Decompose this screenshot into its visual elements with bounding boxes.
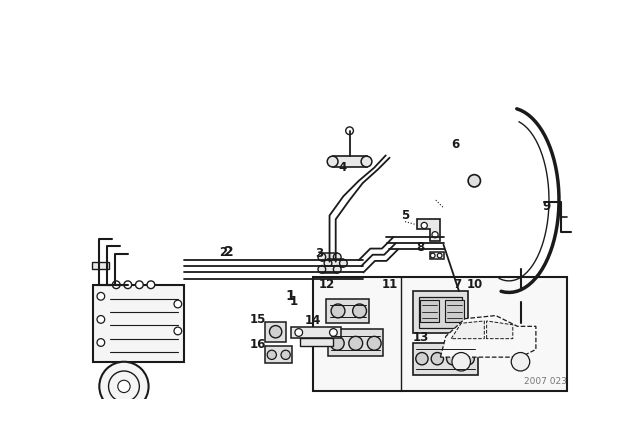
Text: 10: 10 xyxy=(467,278,483,291)
Text: 2007 023: 2007 023 xyxy=(524,377,567,386)
Text: 4: 4 xyxy=(338,161,346,174)
Circle shape xyxy=(468,175,481,187)
Bar xyxy=(291,327,341,338)
Bar xyxy=(312,277,566,391)
Circle shape xyxy=(431,353,444,365)
Text: 8: 8 xyxy=(417,241,425,254)
Circle shape xyxy=(330,336,344,350)
Bar xyxy=(413,291,468,333)
Bar xyxy=(92,262,109,269)
Bar xyxy=(445,300,463,322)
Circle shape xyxy=(327,156,338,167)
Circle shape xyxy=(174,327,182,335)
Circle shape xyxy=(295,329,303,336)
Bar xyxy=(322,266,337,273)
Text: 16: 16 xyxy=(250,338,266,351)
Circle shape xyxy=(97,339,105,346)
Bar xyxy=(328,259,344,267)
Circle shape xyxy=(118,380,130,392)
Circle shape xyxy=(136,281,143,289)
Circle shape xyxy=(97,293,105,300)
Text: 7: 7 xyxy=(454,278,461,291)
Text: 6: 6 xyxy=(451,138,460,151)
Circle shape xyxy=(147,281,155,289)
Text: 15: 15 xyxy=(250,313,266,326)
Text: 1: 1 xyxy=(289,295,298,308)
Circle shape xyxy=(349,336,363,350)
Text: 1: 1 xyxy=(285,289,296,303)
Bar xyxy=(333,156,367,167)
Circle shape xyxy=(333,253,341,261)
Text: 2: 2 xyxy=(219,246,227,259)
Circle shape xyxy=(97,315,105,323)
Circle shape xyxy=(367,336,381,350)
Circle shape xyxy=(124,281,132,289)
Circle shape xyxy=(113,281,120,289)
Circle shape xyxy=(318,253,326,261)
Circle shape xyxy=(340,259,348,267)
Polygon shape xyxy=(440,315,536,357)
Text: 13: 13 xyxy=(413,331,429,344)
Circle shape xyxy=(432,232,438,238)
Circle shape xyxy=(437,253,442,258)
Circle shape xyxy=(515,290,527,302)
Circle shape xyxy=(463,288,470,294)
Polygon shape xyxy=(486,321,513,339)
Circle shape xyxy=(109,371,140,402)
Circle shape xyxy=(174,300,182,308)
Bar xyxy=(326,299,369,323)
Circle shape xyxy=(269,326,282,338)
Bar xyxy=(420,300,439,322)
Bar xyxy=(429,252,444,259)
Circle shape xyxy=(431,253,435,258)
Circle shape xyxy=(447,353,459,365)
Bar xyxy=(93,285,184,362)
Circle shape xyxy=(99,362,148,411)
Circle shape xyxy=(353,304,367,318)
Bar xyxy=(413,343,478,375)
Bar xyxy=(265,322,287,342)
Circle shape xyxy=(462,353,474,365)
Text: 9: 9 xyxy=(542,200,550,213)
Bar xyxy=(328,329,383,356)
Circle shape xyxy=(361,156,372,167)
Text: 14: 14 xyxy=(305,314,321,327)
Polygon shape xyxy=(451,321,484,339)
Circle shape xyxy=(330,329,337,336)
Circle shape xyxy=(421,222,428,228)
Bar xyxy=(322,253,337,261)
Circle shape xyxy=(511,353,530,371)
Circle shape xyxy=(318,266,326,273)
Circle shape xyxy=(346,127,353,134)
Bar xyxy=(300,338,333,345)
Bar xyxy=(419,297,462,328)
Text: 5: 5 xyxy=(401,209,410,222)
Text: 11: 11 xyxy=(382,278,398,291)
Circle shape xyxy=(333,266,341,273)
Circle shape xyxy=(281,350,291,359)
Circle shape xyxy=(324,259,332,267)
Bar xyxy=(265,346,292,363)
Text: 12: 12 xyxy=(319,278,335,291)
Circle shape xyxy=(416,353,428,365)
Circle shape xyxy=(331,304,345,318)
Polygon shape xyxy=(459,286,486,308)
Polygon shape xyxy=(417,220,440,241)
Text: 3: 3 xyxy=(315,247,323,260)
Text: 2: 2 xyxy=(224,246,234,259)
Circle shape xyxy=(267,350,276,359)
Circle shape xyxy=(452,353,470,371)
